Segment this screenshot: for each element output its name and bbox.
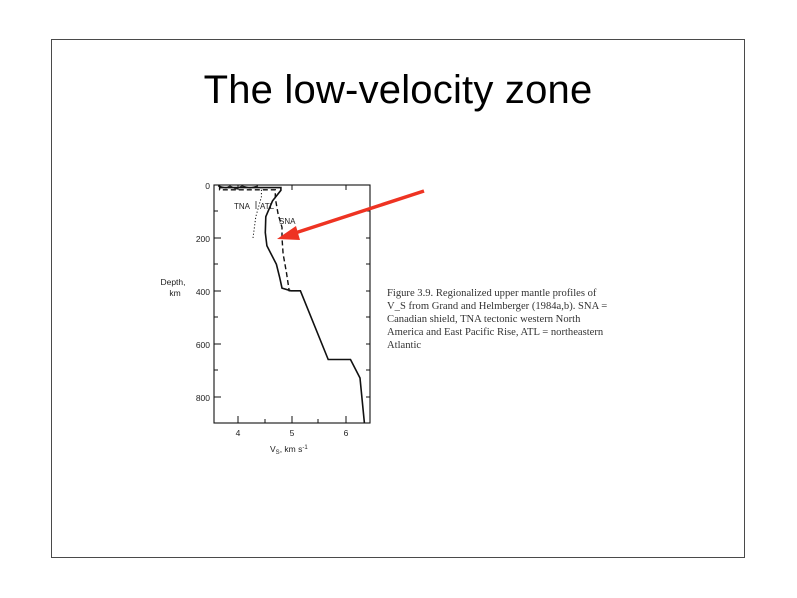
y-tick-label: 200 [196,234,210,244]
caption-line: America and East Pacific Rise, ATL = nor… [387,327,604,338]
tna-label: TNA [234,202,251,211]
caption-line: V_S from Grand and Helmberger (1984a,b).… [387,301,608,312]
red-arrow-shaft [291,189,425,236]
figure-caption: Figure 3.9. Regionalized upper mantle pr… [387,287,617,352]
y-axis-label: Depth, [160,277,185,287]
caption-line: Canadian shield, TNA tectonic western No… [387,314,581,325]
x-tick-label: 6 [344,428,349,438]
y-tick-marks [214,184,370,398]
x-tick-marks [237,185,347,423]
x-tick-label: 4 [236,428,241,438]
y-tick-label: 0 [205,181,210,191]
tna-profile-line [252,189,262,238]
slide-title: The low-velocity zone [203,68,593,112]
y-axis-unit: km [169,288,180,298]
sna-label: SNA [279,217,296,226]
caption-line: Atlantic [387,340,422,351]
x-tick-label: 5 [290,428,295,438]
y-tick-label: 800 [196,393,210,403]
slide-frame: The low-velocity zone [51,39,745,558]
y-tick-label: 600 [196,340,210,350]
caption-line: Figure 3.9. Regionalized upper mantle pr… [387,288,597,299]
atl-label: ATL [260,202,275,211]
atl-profile-line [219,186,366,424]
x-axis-label: VS, km s-1 [270,444,308,456]
red-arrow-head [277,226,300,240]
y-tick-label: 400 [196,287,210,297]
sna-profile-line [218,185,301,292]
